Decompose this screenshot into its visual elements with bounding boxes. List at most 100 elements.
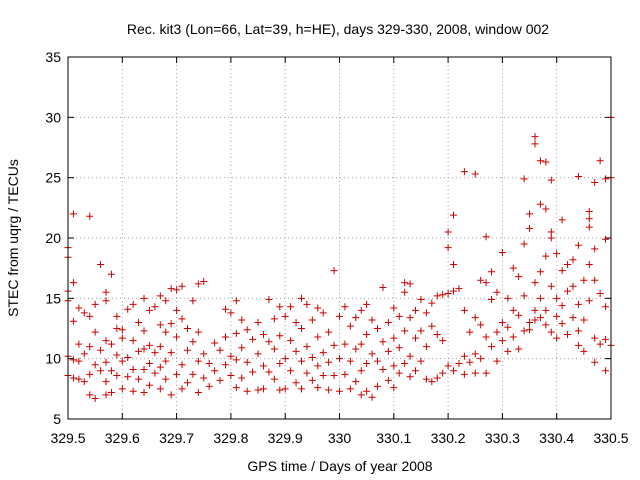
data-point <box>297 385 305 393</box>
x-tick-label: 330.3 <box>485 430 520 446</box>
data-point <box>194 388 202 396</box>
data-point <box>417 296 425 304</box>
y-tick-label: 20 <box>45 230 61 246</box>
data-point <box>455 285 463 293</box>
data-point <box>107 340 115 348</box>
x-tick-label: 330.1 <box>376 430 411 446</box>
data-point <box>238 344 246 352</box>
data-point <box>536 314 544 322</box>
data-point <box>504 323 512 331</box>
data-point <box>542 306 550 314</box>
data-point <box>384 318 392 326</box>
data-point <box>602 303 610 311</box>
data-point <box>417 327 425 335</box>
data-point <box>531 316 539 324</box>
data-point <box>488 343 496 351</box>
data-point <box>162 328 170 336</box>
data-point <box>444 228 452 236</box>
data-point <box>482 279 490 287</box>
data-point <box>460 352 468 360</box>
data-point <box>287 303 295 311</box>
data-point <box>591 178 599 186</box>
data-point <box>428 299 436 307</box>
data-point <box>531 279 539 287</box>
data-point <box>292 347 300 355</box>
data-point <box>118 357 126 365</box>
data-point <box>450 211 458 219</box>
data-point <box>308 353 316 361</box>
data-point <box>504 294 512 302</box>
data-point <box>86 312 94 320</box>
data-point <box>91 361 99 369</box>
data-point <box>330 341 338 349</box>
data-point <box>238 374 246 382</box>
data-point <box>558 320 566 328</box>
data-point <box>477 276 485 284</box>
data-point <box>569 314 577 322</box>
data-point <box>118 326 126 334</box>
data-point <box>97 346 105 354</box>
data-point <box>270 375 278 383</box>
data-point <box>520 175 528 183</box>
data-point <box>591 358 599 366</box>
data-point <box>482 333 490 341</box>
data-point <box>297 294 305 302</box>
data-point <box>135 318 143 326</box>
data-point <box>363 331 371 339</box>
data-point <box>526 326 534 334</box>
data-point <box>69 210 77 218</box>
data-point <box>129 337 137 345</box>
data-point <box>156 363 164 371</box>
data-point <box>428 378 436 386</box>
data-point <box>303 300 311 308</box>
data-point <box>585 215 593 223</box>
data-point <box>526 318 534 326</box>
grid-layer <box>68 57 611 419</box>
x-tick-label: 330.2 <box>431 430 466 446</box>
data-point <box>86 212 94 220</box>
data-point <box>69 279 77 287</box>
data-point <box>509 333 517 341</box>
data-point <box>520 240 528 248</box>
data-point <box>118 385 126 393</box>
data-point <box>374 357 382 365</box>
data-point <box>536 268 544 276</box>
data-point <box>336 355 343 363</box>
data-point <box>156 321 164 329</box>
data-point <box>178 315 186 323</box>
data-point <box>113 312 121 320</box>
data-point <box>520 327 528 335</box>
data-point <box>412 306 420 314</box>
data-point <box>80 350 88 358</box>
data-point <box>401 359 409 367</box>
data-point <box>596 290 604 298</box>
data-point <box>439 337 447 345</box>
data-point <box>515 345 523 353</box>
x-tick-label: 330.4 <box>539 430 574 446</box>
data-point <box>276 386 284 394</box>
data-point <box>102 358 110 366</box>
data-point <box>140 366 148 374</box>
data-point <box>553 334 561 342</box>
data-point <box>591 334 599 342</box>
data-point <box>69 356 77 364</box>
data-point <box>504 347 512 355</box>
data-point <box>547 328 555 336</box>
data-point <box>542 205 550 213</box>
data-point <box>574 327 582 335</box>
data-point <box>336 387 343 395</box>
data-point <box>227 352 235 360</box>
data-point <box>145 359 153 367</box>
data-point <box>227 309 235 317</box>
data-point <box>564 261 572 269</box>
data-point <box>417 357 425 365</box>
data-point <box>205 382 213 390</box>
data-point <box>249 335 257 343</box>
data-point <box>200 350 208 358</box>
data-point <box>384 347 392 355</box>
x-axis-label: GPS time / Days of year 2008 <box>247 458 432 474</box>
data-point <box>107 270 115 278</box>
data-point <box>173 333 181 341</box>
data-point <box>580 347 588 355</box>
